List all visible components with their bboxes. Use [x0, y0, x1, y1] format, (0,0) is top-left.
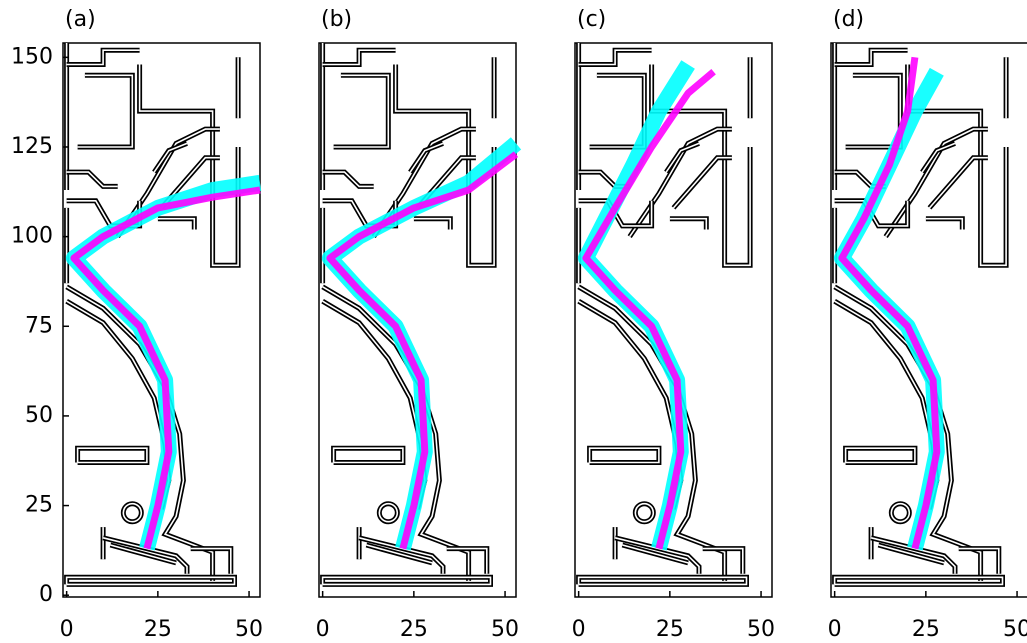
wall: [926, 219, 962, 230]
wall: [67, 577, 235, 584]
wall-inner: [140, 65, 239, 266]
x-tick-label: 0: [316, 617, 330, 642]
wall: [835, 301, 937, 509]
y-tick-label: 0: [39, 582, 53, 607]
wall: [846, 448, 915, 462]
wall: [158, 219, 194, 230]
x-tick-label: 25: [912, 617, 940, 642]
wall-inner: [635, 504, 653, 522]
y-tick-label: 150: [11, 44, 53, 69]
wall: [590, 448, 659, 462]
wall: [323, 577, 491, 584]
wall: [140, 65, 239, 266]
x-tick-label: 50: [491, 617, 519, 642]
wall: [78, 448, 147, 462]
wall: [846, 75, 901, 147]
wall: [670, 219, 706, 230]
y-tick-label: 50: [25, 403, 53, 428]
y-tick-label: 125: [11, 134, 53, 159]
x-tick-label: 25: [656, 617, 684, 642]
wall: [334, 75, 389, 147]
panel-title: (a): [65, 7, 96, 32]
y-tick-label: 75: [25, 313, 53, 338]
wall: [67, 172, 118, 186]
wall: [579, 577, 747, 584]
wall: [835, 577, 1003, 584]
x-tick-label: 50: [1003, 617, 1027, 642]
wall-inner: [891, 504, 909, 522]
figure: (a) 0 25 50 0 25 50 75 100 125 150 (b) 0 25 50 (c) 0 25 50…: [0, 0, 1027, 643]
panel: (b) 0 25 50: [316, 7, 519, 642]
y-tick-label: 100: [11, 224, 53, 249]
wall-inner: [846, 75, 901, 147]
x-tick-label: 0: [828, 617, 842, 642]
x-tick-label: 50: [747, 617, 775, 642]
wall-inner: [78, 75, 133, 147]
wall: [590, 75, 645, 147]
x-tick-label: 25: [400, 617, 428, 642]
x-tick-label: 0: [60, 617, 74, 642]
page: (a) 0 25 50 0 25 50 75 100 125 150 (b) 0 25 50 (c) 0 25 50…: [0, 0, 1027, 643]
wall: [579, 301, 681, 509]
y-tick-label: 25: [25, 493, 53, 518]
panel: (a) 0 25 50 0 25 50 75 100 125 150: [11, 7, 263, 642]
x-tick-label: 50: [235, 617, 263, 642]
wall: [414, 219, 450, 230]
wall: [67, 301, 169, 509]
x-tick-label: 0: [572, 617, 586, 642]
wall-inner: [334, 75, 389, 147]
wall-inner: [590, 75, 645, 147]
wall: [78, 75, 133, 147]
wall-inner: [379, 504, 397, 522]
panel: (c) 0 25 50: [572, 7, 775, 642]
panel: (d) 0 25 50: [828, 7, 1027, 642]
panel-title: (c): [577, 7, 606, 32]
wall: [323, 301, 425, 509]
panel-title: (d): [833, 7, 864, 32]
wall: [323, 172, 374, 186]
wall-inner: [123, 504, 141, 522]
x-tick-label: 25: [144, 617, 172, 642]
wall: [334, 448, 403, 462]
panel-title: (b): [321, 7, 352, 32]
